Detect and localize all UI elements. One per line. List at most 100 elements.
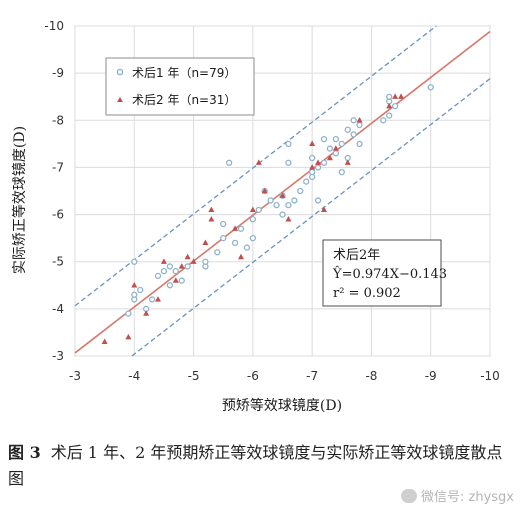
regression-annotation: 术后2年 Ŷ=0.974X−0.143 r² = 0.902 <box>322 239 447 307</box>
watermark: 微信号: zhysgx <box>401 486 514 505</box>
point-year1 <box>285 159 292 166</box>
y-tick-labels: -3 -4 -5 -6 -7 -8 -9 -10 <box>44 19 64 363</box>
caption-text: 术后 1 年、2 年预期矫正等效球镜度与实际矫正等效球镜度散点图 <box>8 443 503 488</box>
x-tick-label: -7 <box>306 369 318 383</box>
point-year1 <box>243 244 251 251</box>
point-year1 <box>314 164 322 171</box>
point-year1 <box>332 135 340 143</box>
point-year1 <box>225 159 233 166</box>
point-year1 <box>320 159 328 166</box>
x-axis-label: 预矫等效球镜度(D) <box>222 397 342 414</box>
x-tick-label: -10 <box>480 369 500 383</box>
point-year2 <box>155 296 161 302</box>
point-year2 <box>344 159 351 165</box>
y-axis-label: 实际矫正等效球镜度(D) <box>11 126 28 274</box>
point-year2 <box>101 338 108 345</box>
point-year1 <box>231 239 239 247</box>
point-year1 <box>386 93 393 100</box>
point-year1 <box>166 263 174 270</box>
fit-line <box>74 30 491 354</box>
point-year2 <box>131 281 138 288</box>
legend-circle-marker <box>116 68 124 76</box>
point-year2 <box>160 258 167 264</box>
x-tick-label: -6 <box>247 369 259 383</box>
point-year2 <box>309 164 316 170</box>
point-year1 <box>249 216 257 223</box>
point-year1 <box>350 117 357 124</box>
point-year2 <box>184 253 191 260</box>
point-year2 <box>321 206 327 213</box>
regression-line <box>74 30 491 354</box>
point-year2 <box>326 154 333 161</box>
point-year2 <box>208 206 215 213</box>
point-year1 <box>308 154 316 162</box>
point-year2 <box>190 258 197 264</box>
point-year1 <box>166 282 174 289</box>
data-points <box>101 84 434 345</box>
point-year1 <box>391 102 399 110</box>
point-year2 <box>125 333 132 340</box>
point-year1 <box>249 234 257 242</box>
legend: 术后1 年（n=79） 术后2 年（n=31） <box>105 57 255 116</box>
point-year2 <box>261 187 268 194</box>
y-tick-label: -7 <box>52 160 64 174</box>
point-year2 <box>178 263 185 269</box>
point-year1 <box>154 272 162 280</box>
figure-caption: 图 3 术后 1 年、2 年预期矫正等效球镜度与实际矫正等效球镜度散点图 <box>8 440 514 492</box>
point-year1 <box>237 225 245 232</box>
point-year1 <box>131 258 138 265</box>
point-year2 <box>356 116 363 123</box>
point-year1 <box>273 201 280 209</box>
annotation-equation: Ŷ=0.974X−0.143 <box>332 266 447 282</box>
point-year1 <box>320 135 328 143</box>
point-year2 <box>279 192 286 198</box>
y-tick-label: -3 <box>52 349 64 363</box>
x-tick-label: -5 <box>188 369 200 383</box>
y-tick-label: -10 <box>44 19 64 33</box>
point-year2 <box>392 93 399 99</box>
point-year1 <box>308 173 316 181</box>
annotation-title: 术后2年 <box>333 248 380 263</box>
x-tick-label: -8 <box>365 369 377 383</box>
point-year1 <box>291 197 298 204</box>
point-year2 <box>398 93 405 99</box>
point-year2 <box>332 145 339 151</box>
point-year1 <box>160 267 168 275</box>
point-year2 <box>238 253 244 260</box>
x-tick-label: -3 <box>69 369 81 383</box>
point-year2 <box>172 277 179 283</box>
point-year2 <box>285 215 292 222</box>
point-year1 <box>214 249 221 256</box>
x-tick-label: -9 <box>425 369 437 383</box>
point-year2 <box>315 159 322 165</box>
point-year1 <box>380 117 387 124</box>
y-tick-label: -6 <box>52 208 64 222</box>
point-year1 <box>202 258 209 265</box>
watermark-text: 微信号: zhysgx <box>421 490 514 505</box>
point-year1 <box>303 178 310 185</box>
point-year1 <box>427 84 434 91</box>
point-year1 <box>178 277 185 284</box>
point-year2 <box>208 215 215 222</box>
figure-label: 图 3 <box>8 443 41 462</box>
annotation-r-squared: r² = 0.902 <box>333 286 401 301</box>
point-year2 <box>255 159 262 165</box>
point-year1 <box>255 206 262 214</box>
point-year2 <box>309 140 316 147</box>
point-year1 <box>285 140 292 148</box>
point-year1 <box>297 187 304 195</box>
point-year1 <box>338 140 345 148</box>
point-year2 <box>202 239 209 246</box>
point-year2 <box>249 206 256 213</box>
point-year2 <box>143 310 150 316</box>
point-year1 <box>148 296 156 303</box>
point-year1 <box>184 263 191 270</box>
point-year1 <box>220 220 227 228</box>
annotation-box <box>322 239 442 307</box>
point-year1 <box>131 291 138 298</box>
point-year1 <box>172 267 179 275</box>
point-year1 <box>125 310 132 317</box>
y-tick-label: -9 <box>52 66 64 80</box>
point-year1 <box>279 211 286 218</box>
